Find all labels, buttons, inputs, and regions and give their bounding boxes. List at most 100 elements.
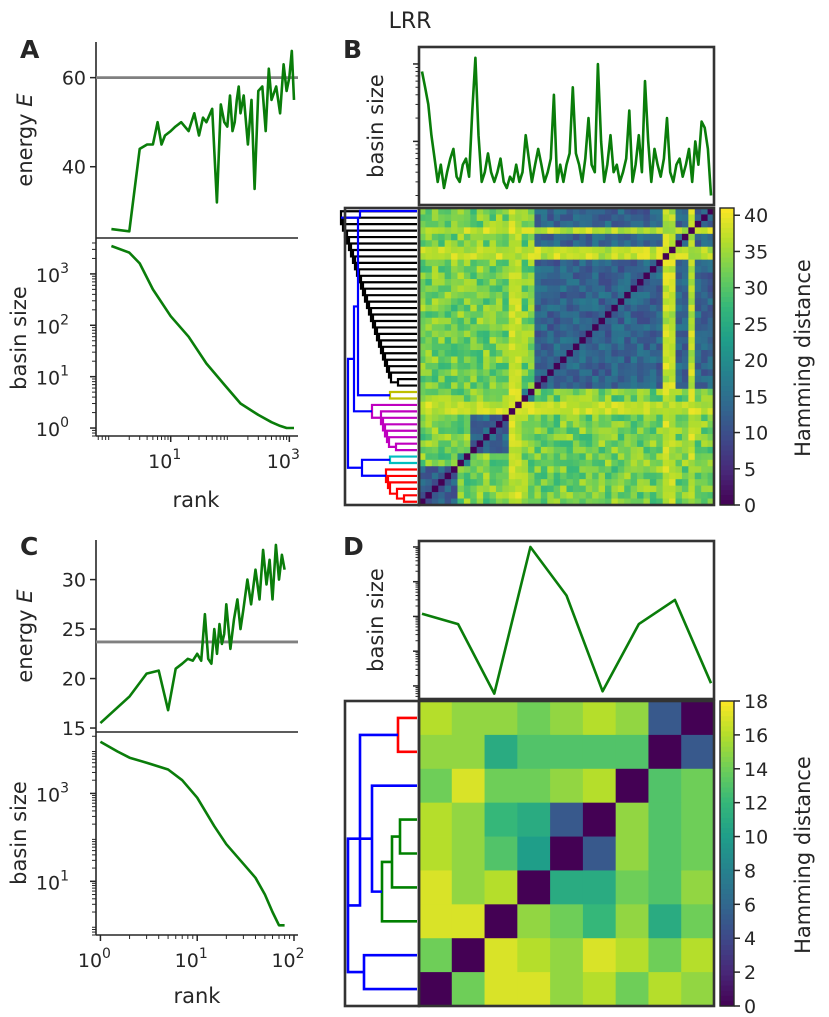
heatmap-cell bbox=[444, 427, 452, 435]
heatmap-cell bbox=[547, 466, 555, 474]
heatmap-cell bbox=[470, 453, 478, 461]
heatmap-cell bbox=[681, 472, 689, 480]
heatmap-cell bbox=[598, 272, 606, 280]
heatmap-cell bbox=[688, 240, 696, 248]
heatmap-cell bbox=[521, 266, 529, 274]
heatmap-cell bbox=[457, 337, 465, 345]
heatmap-cell bbox=[630, 337, 638, 345]
rank-x-tick-label-exponent: 2 bbox=[296, 946, 305, 962]
heatmap-cell bbox=[617, 298, 625, 306]
heatmap-cell bbox=[707, 427, 715, 435]
heatmap-cell bbox=[592, 214, 600, 222]
heatmap-cell bbox=[624, 304, 632, 312]
heatmap-cell bbox=[438, 350, 446, 357]
colorbar-segment bbox=[720, 965, 734, 972]
heatmap-cell bbox=[451, 408, 458, 416]
heatmap-cell bbox=[457, 479, 465, 487]
heatmap-cell bbox=[483, 330, 491, 338]
heatmap-cell bbox=[476, 240, 484, 248]
heatmap-cell bbox=[470, 330, 478, 338]
heatmap-cell bbox=[419, 870, 453, 905]
heatmap-cell bbox=[444, 272, 452, 280]
heatmap-cell bbox=[688, 440, 696, 448]
rank-x-tick-label: 101 bbox=[148, 447, 181, 473]
heatmap-cell bbox=[489, 472, 497, 480]
heatmap-cell bbox=[483, 208, 491, 215]
heatmap-cell bbox=[649, 395, 657, 403]
heatmap-cell bbox=[675, 498, 683, 506]
heatmap-cell bbox=[707, 330, 715, 338]
heatmap-cell bbox=[662, 356, 670, 364]
heatmap-cell bbox=[675, 208, 683, 215]
colorbar-segment bbox=[720, 807, 734, 814]
colorbar-segment bbox=[720, 302, 734, 308]
heatmap-cell bbox=[502, 337, 510, 345]
heatmap-cell bbox=[649, 356, 657, 364]
heatmap-cell bbox=[572, 472, 580, 480]
heatmap-cell bbox=[572, 291, 580, 299]
heatmap-cell bbox=[451, 311, 458, 319]
heatmap-cell bbox=[617, 492, 625, 500]
heatmap-cell bbox=[579, 414, 587, 422]
heatmap-cell bbox=[483, 375, 491, 383]
heatmap-cell bbox=[592, 291, 600, 299]
heatmap-cell bbox=[444, 214, 452, 222]
colorbar-segment bbox=[720, 321, 734, 328]
heatmap-cell bbox=[476, 227, 484, 235]
heatmap-cell bbox=[463, 479, 471, 487]
heatmap-cell bbox=[521, 421, 529, 429]
heatmap-cell bbox=[694, 266, 702, 274]
heatmap-cell bbox=[649, 498, 657, 506]
heatmap-cell bbox=[419, 427, 426, 435]
heatmap-cell bbox=[637, 466, 644, 474]
heatmap-cell bbox=[502, 427, 510, 435]
heatmap-cell bbox=[521, 375, 529, 383]
heatmap-cell bbox=[534, 285, 542, 293]
heatmap-cell bbox=[662, 498, 670, 506]
heatmap-cell bbox=[611, 324, 619, 332]
heatmap-cell bbox=[553, 259, 561, 267]
heatmap-cell bbox=[637, 330, 644, 338]
heatmap-cell bbox=[451, 356, 458, 364]
heatmap-cell bbox=[483, 388, 491, 396]
heatmap-cell bbox=[604, 388, 612, 396]
heatmap-cell bbox=[495, 472, 503, 480]
heatmap-cell bbox=[489, 311, 497, 319]
heatmap-cell bbox=[553, 492, 561, 500]
heatmap-cell bbox=[431, 388, 439, 396]
heatmap-cell bbox=[649, 285, 657, 293]
heatmap-cell bbox=[566, 453, 574, 461]
panel-label-a: A bbox=[20, 35, 40, 64]
heatmap-cell bbox=[643, 272, 651, 280]
heatmap-cell bbox=[566, 220, 574, 228]
heatmap-cell bbox=[534, 233, 542, 241]
heatmap-cell bbox=[656, 317, 664, 325]
heatmap-cell bbox=[624, 427, 632, 435]
heatmap-cell bbox=[701, 479, 709, 487]
heatmap-cell bbox=[560, 337, 567, 345]
heatmap-cell bbox=[419, 768, 453, 804]
heatmap-cell bbox=[649, 330, 657, 338]
heatmap-cell bbox=[540, 401, 548, 409]
heatmap-cell bbox=[688, 266, 696, 274]
colorbar-segment bbox=[720, 787, 734, 794]
colorbar-segment bbox=[720, 445, 734, 452]
colorbar-segment bbox=[720, 386, 734, 392]
basin-y-tick-label-exponent: 0 bbox=[60, 415, 69, 431]
heatmap-cell bbox=[681, 375, 689, 383]
heatmap-cell bbox=[502, 388, 510, 396]
heatmap-cell bbox=[585, 479, 593, 487]
heatmap-cell bbox=[630, 421, 638, 429]
heatmap-cell bbox=[483, 395, 491, 403]
heatmap-cell bbox=[547, 233, 555, 241]
heatmap-cell bbox=[649, 421, 657, 429]
heatmap-cell bbox=[604, 479, 612, 487]
colorbar-segment bbox=[720, 711, 734, 717]
heatmap-cell bbox=[611, 279, 619, 286]
heatmap-cell bbox=[694, 395, 702, 403]
heatmap-cell bbox=[451, 317, 458, 325]
heatmap-cell bbox=[681, 870, 715, 905]
heatmap-cell bbox=[515, 446, 523, 454]
heatmap-cell bbox=[483, 485, 491, 493]
heatmap-cell bbox=[438, 337, 446, 345]
